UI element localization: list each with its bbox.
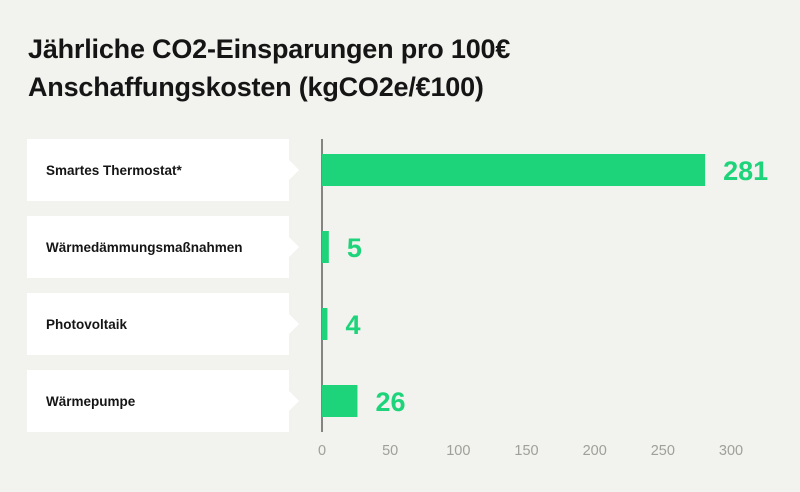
bar <box>322 385 358 417</box>
bar <box>322 154 706 186</box>
x-tick-label: 150 <box>514 443 538 459</box>
x-tick-label: 0 <box>318 443 326 459</box>
x-tick-label: 300 <box>719 443 743 459</box>
data-label: 281 <box>723 156 768 186</box>
x-tick-label: 50 <box>382 443 398 459</box>
bar <box>322 308 328 340</box>
chart-title: Jährliche CO2-Einsparungen pro 100€ Ansc… <box>28 34 511 102</box>
data-label: 5 <box>347 233 362 263</box>
data-label: 4 <box>345 310 360 340</box>
category-label: Photovoltaik <box>27 293 299 355</box>
category-label: Smartes Thermostat* <box>27 139 299 201</box>
data-label: 26 <box>375 387 405 417</box>
x-tick-label: 200 <box>583 443 607 459</box>
x-tick-label: 100 <box>446 443 470 459</box>
category-label: Wärmedämmungsmaßnahmen <box>27 216 299 278</box>
category-label: Wärmepumpe <box>27 370 299 432</box>
bar <box>322 231 329 263</box>
x-tick-label: 250 <box>651 443 675 459</box>
